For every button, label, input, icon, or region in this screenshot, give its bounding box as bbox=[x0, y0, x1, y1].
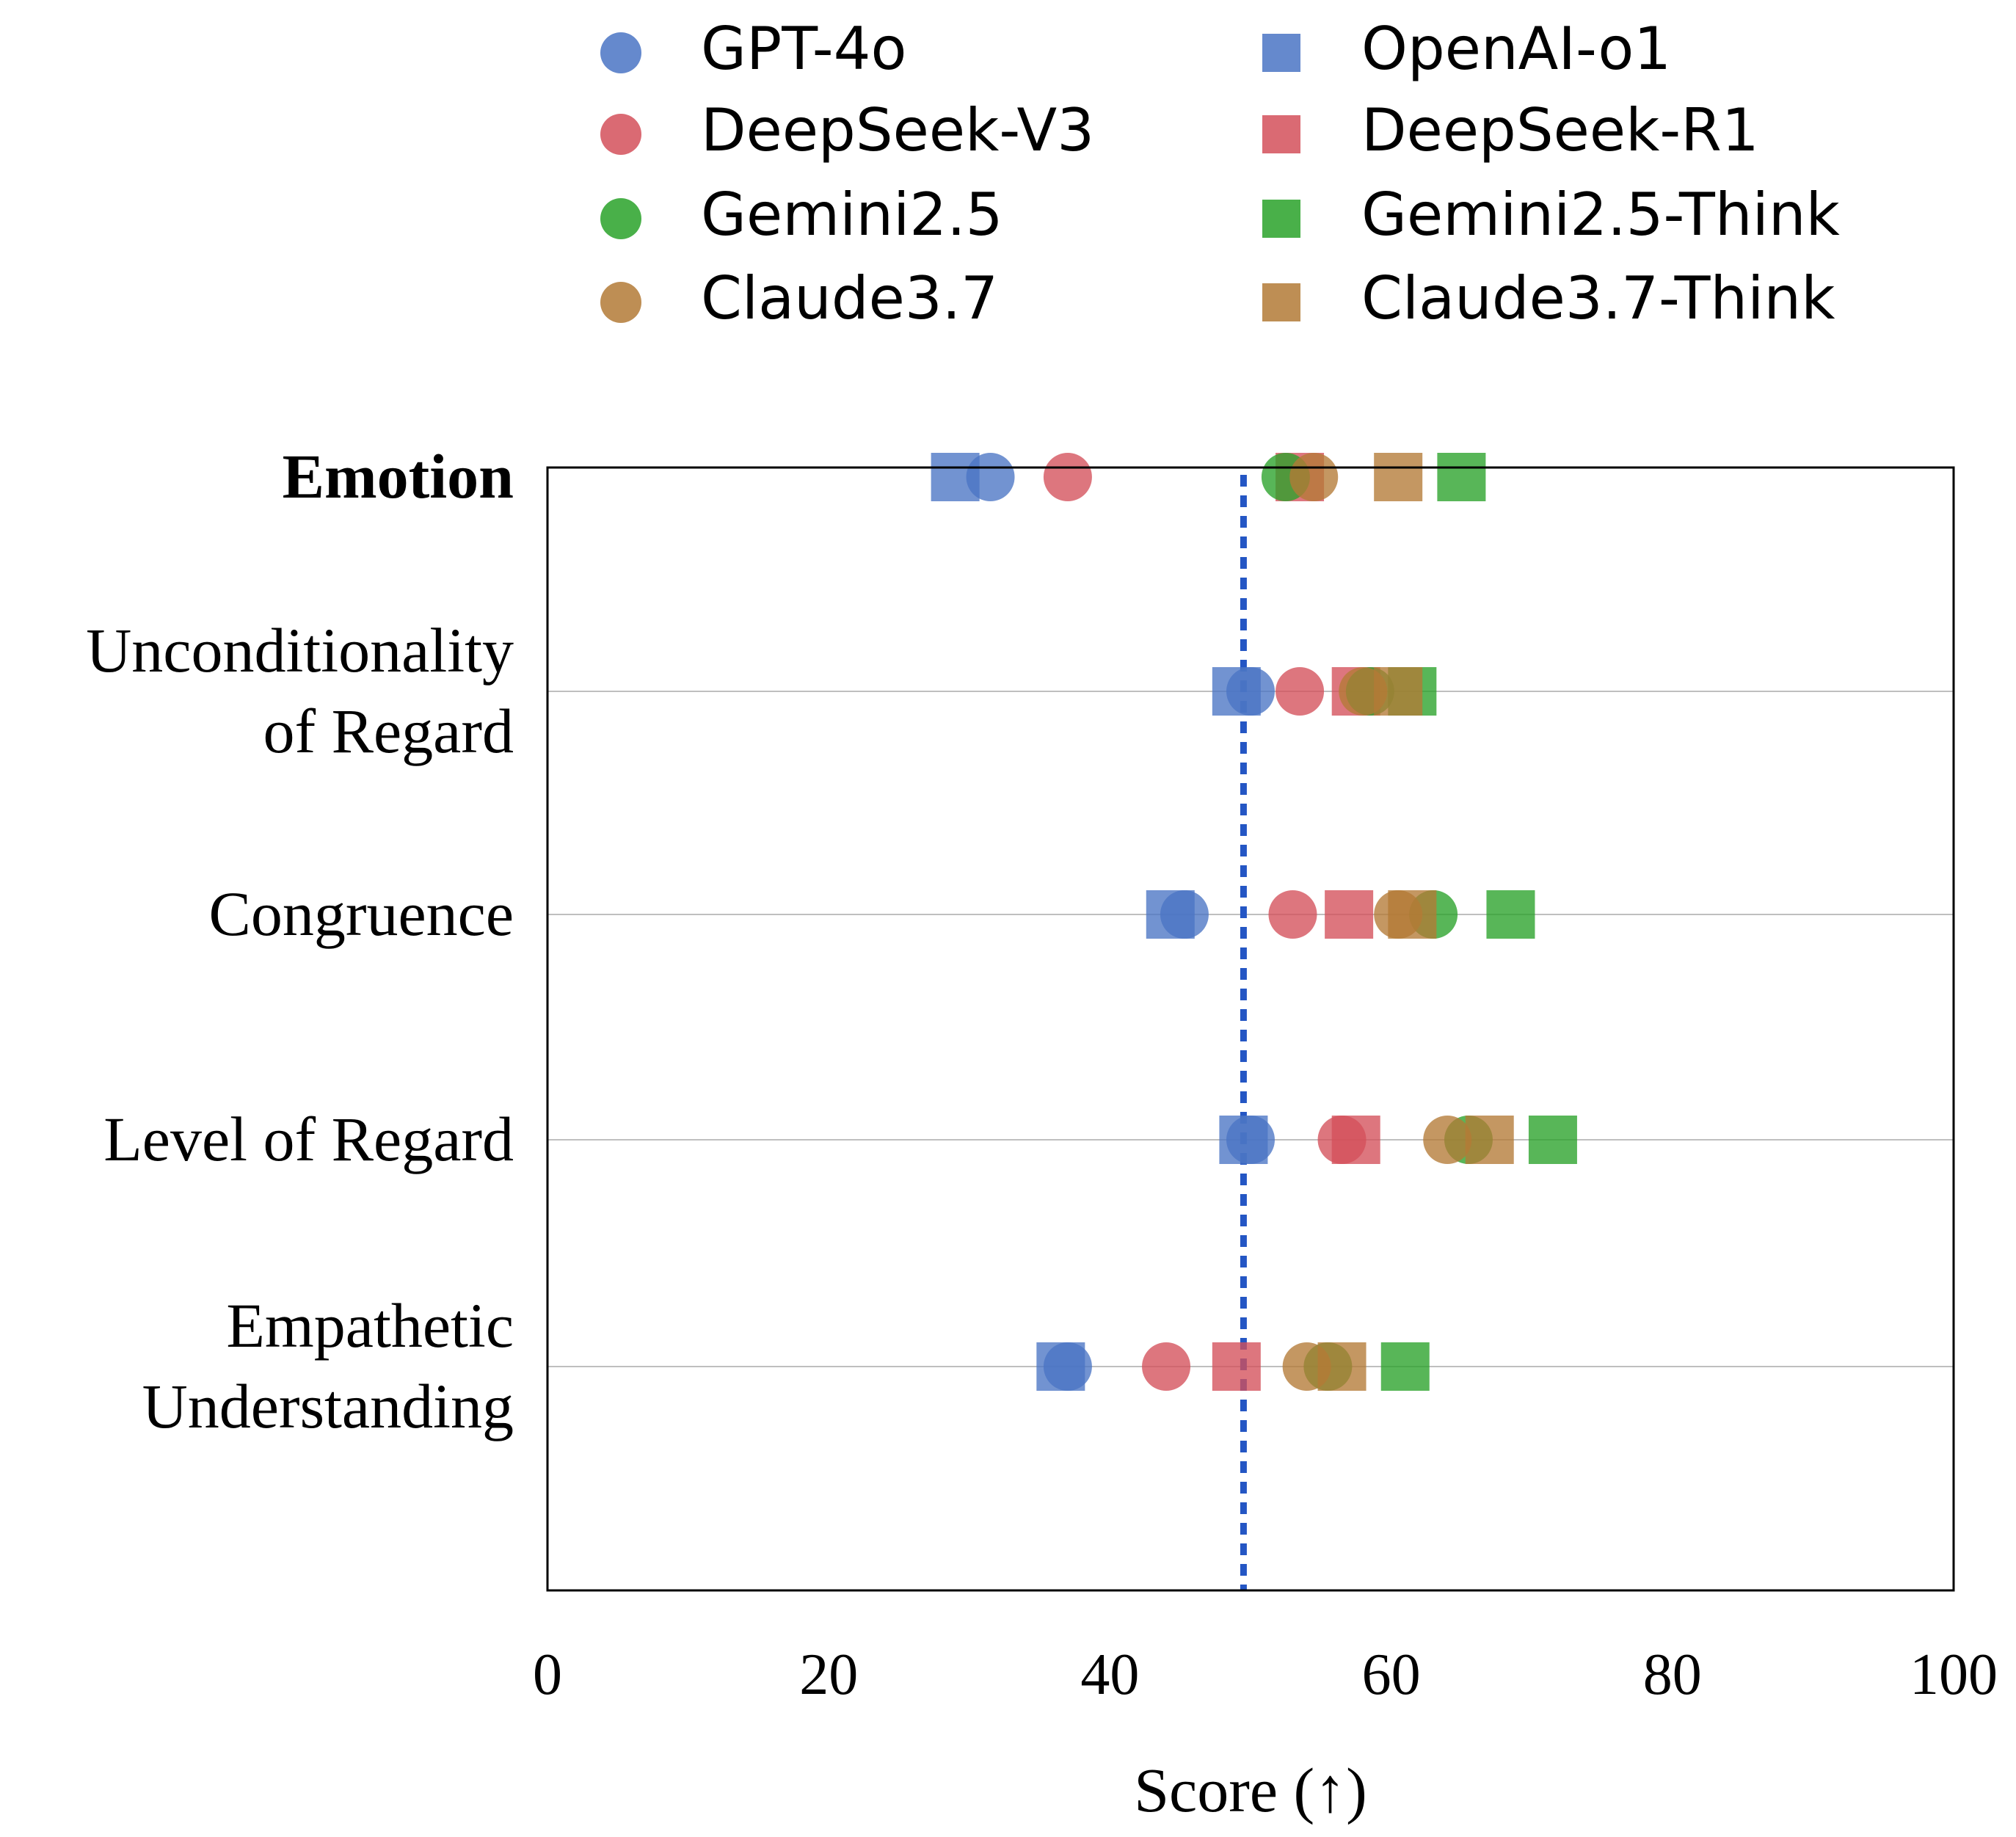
point-claude3-7 bbox=[1289, 453, 1339, 501]
point-openai-o1 bbox=[931, 453, 980, 501]
x-tick-label: 100 bbox=[1910, 1643, 1998, 1707]
point-openai-o1 bbox=[1212, 667, 1261, 716]
point-openai-o1 bbox=[1146, 890, 1195, 939]
category-label-line: Understanding bbox=[142, 1371, 514, 1441]
x-ticks: 0 20 40 60 80 100 bbox=[533, 1643, 1998, 1707]
category-labels: Emotion Unconditionality of Regard Congruen… bbox=[86, 441, 514, 1441]
category-label: Level of Regard bbox=[103, 1104, 514, 1174]
category-label-line: of Regard bbox=[263, 696, 514, 766]
x-axis-title: Score (↑) bbox=[1134, 1755, 1367, 1825]
legend-circle-marker bbox=[600, 32, 641, 73]
legend-label: Gemini2.5-Think bbox=[1361, 181, 1841, 249]
legend-square-marker bbox=[1262, 283, 1300, 321]
legend-item: Gemini2.5-Think bbox=[1262, 181, 1841, 249]
point-deepseek-v3 bbox=[1142, 1342, 1191, 1391]
legend-label: Claude3.7 bbox=[701, 264, 998, 332]
legend: GPT-4o DeepSeek-V3 Gemini2.5 Claude3.7 OpenA… bbox=[600, 15, 1841, 332]
point-deepseek-r1 bbox=[1212, 1342, 1261, 1391]
x-tick-label: 80 bbox=[1643, 1643, 1702, 1707]
legend-item: DeepSeek-V3 bbox=[600, 96, 1094, 164]
x-tick-label: 20 bbox=[799, 1643, 858, 1707]
legend-square-marker bbox=[1262, 115, 1300, 153]
point-gemini2-5-think bbox=[1486, 890, 1535, 939]
point-deepseek-r1 bbox=[1325, 890, 1374, 939]
legend-label: Gemini2.5 bbox=[701, 181, 1003, 249]
point-claude3-7-think bbox=[1317, 1342, 1367, 1391]
point-gemini2-5-think bbox=[1437, 453, 1486, 501]
category-gridlines bbox=[547, 691, 1954, 1367]
point-claude3-7-think bbox=[1465, 1116, 1514, 1164]
point-deepseek-v3 bbox=[1276, 667, 1325, 716]
legend-item: GPT-4o bbox=[600, 15, 906, 83]
legend-square-marker bbox=[1262, 200, 1300, 238]
point-claude3-7-think bbox=[1374, 453, 1423, 501]
category-label: Unconditionality of Regard bbox=[86, 615, 514, 766]
point-gemini2-5-think bbox=[1528, 1116, 1577, 1164]
legend-item: OpenAI-o1 bbox=[1262, 15, 1671, 83]
point-claude3-7 bbox=[1423, 1116, 1472, 1164]
category-label: Empathetic Understanding bbox=[142, 1290, 514, 1441]
category-label-line: Congruence bbox=[208, 879, 514, 949]
legend-label: OpenAI-o1 bbox=[1361, 15, 1671, 83]
legend-item: Gemini2.5 bbox=[600, 181, 1003, 249]
legend-circle-marker bbox=[600, 114, 641, 155]
point-deepseek-r1 bbox=[1331, 1116, 1380, 1164]
category-label-line: Emotion bbox=[283, 441, 514, 512]
legend-label: Claude3.7-Think bbox=[1361, 264, 1835, 332]
legend-circle-marker bbox=[600, 198, 641, 239]
category-label-line: Empathetic bbox=[226, 1290, 514, 1361]
category-label-line: Level of Regard bbox=[103, 1104, 514, 1174]
point-deepseek-v3 bbox=[1043, 453, 1092, 501]
legend-circle-marker bbox=[600, 282, 641, 323]
point-deepseek-v3 bbox=[1268, 890, 1317, 939]
legend-label: DeepSeek-V3 bbox=[701, 96, 1094, 164]
x-tick-label: 60 bbox=[1362, 1643, 1421, 1707]
point-claude3-7-think bbox=[1388, 890, 1437, 939]
category-label: Congruence bbox=[208, 879, 514, 949]
x-tick-label: 40 bbox=[1080, 1643, 1139, 1707]
legend-item: Claude3.7-Think bbox=[1262, 264, 1835, 332]
point-openai-o1 bbox=[1219, 1116, 1268, 1164]
point-openai-o1 bbox=[1036, 1342, 1085, 1391]
category-label-line: Unconditionality bbox=[86, 615, 514, 685]
point-claude3-7-think bbox=[1374, 667, 1423, 716]
legend-label: DeepSeek-R1 bbox=[1361, 96, 1759, 164]
legend-square-marker bbox=[1262, 34, 1300, 72]
point-gemini2-5-think bbox=[1380, 1342, 1430, 1391]
legend-item: Claude3.7 bbox=[600, 264, 998, 332]
x-tick-label: 0 bbox=[533, 1643, 562, 1707]
category-label: Emotion bbox=[283, 441, 514, 512]
legend-label: GPT-4o bbox=[701, 15, 906, 83]
legend-item: DeepSeek-R1 bbox=[1262, 96, 1759, 164]
plot-frame bbox=[546, 466, 1955, 1592]
data-points bbox=[931, 453, 1577, 1391]
